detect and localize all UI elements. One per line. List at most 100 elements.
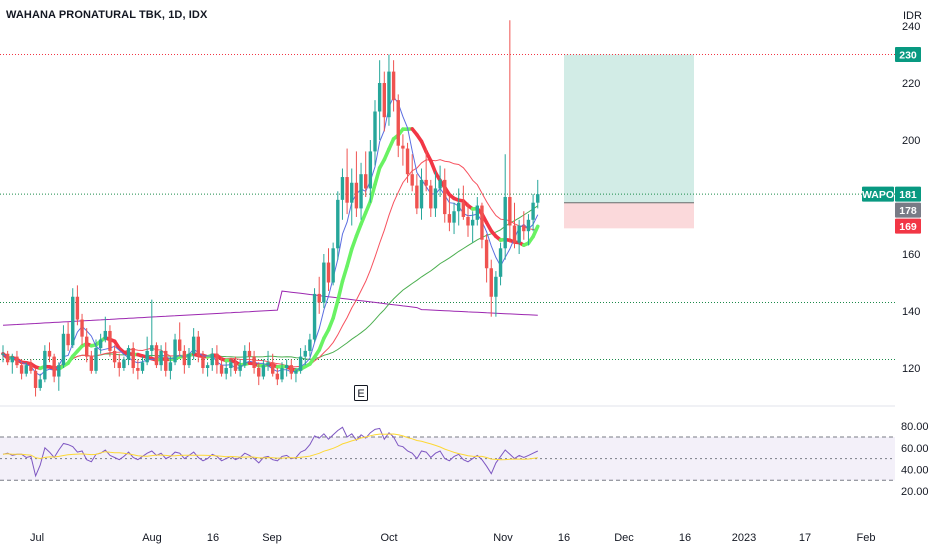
candle-body bbox=[98, 339, 103, 349]
candle-body bbox=[317, 293, 321, 303]
candle-body bbox=[429, 185, 433, 209]
candle-body bbox=[498, 248, 503, 277]
candle-body bbox=[1, 353, 5, 355]
candle-body bbox=[489, 268, 493, 297]
candle-body bbox=[512, 225, 517, 243]
candle-body bbox=[187, 353, 191, 366]
candle-body bbox=[243, 350, 247, 366]
candle-body bbox=[466, 216, 470, 226]
candle-body bbox=[294, 370, 298, 374]
candle-body bbox=[201, 356, 205, 368]
candle-body bbox=[364, 174, 368, 189]
candle-body bbox=[261, 365, 266, 377]
ma-20-line bbox=[2, 159, 538, 369]
candle-body bbox=[140, 362, 145, 371]
candle-body bbox=[29, 365, 33, 371]
candle-body bbox=[308, 339, 312, 351]
rsi-tick-label: 20.00 bbox=[901, 486, 929, 498]
candle-body bbox=[178, 339, 182, 351]
moving-averages bbox=[1, 95, 540, 377]
target-zone bbox=[564, 54, 694, 203]
candle-body bbox=[470, 219, 475, 226]
candle-body bbox=[303, 350, 307, 357]
candle-body bbox=[391, 71, 396, 101]
candle-body bbox=[15, 356, 19, 366]
last-price-tag bbox=[895, 186, 921, 202]
candle-body bbox=[419, 179, 424, 209]
candle-body bbox=[475, 205, 479, 220]
candle-body bbox=[405, 148, 410, 175]
candle-body bbox=[377, 83, 382, 112]
candle-body bbox=[410, 174, 414, 186]
candle-body bbox=[238, 365, 242, 371]
candle-body bbox=[210, 353, 214, 366]
ma-thick-segment bbox=[354, 222, 363, 238]
time-tick-label: 16 bbox=[679, 532, 691, 544]
candle-body bbox=[252, 356, 256, 368]
stop-price-tag bbox=[895, 218, 921, 234]
last-price-tag-text: 181 bbox=[899, 189, 917, 201]
candle-body bbox=[52, 356, 56, 377]
candle-body bbox=[205, 365, 210, 368]
candle-body bbox=[126, 348, 131, 360]
candle-body bbox=[47, 350, 52, 357]
candle-body bbox=[284, 365, 289, 368]
candle-body bbox=[191, 336, 196, 354]
time-tick-label: Jul bbox=[30, 532, 44, 544]
candle-body bbox=[38, 379, 42, 388]
time-tick-label: Feb bbox=[857, 532, 876, 544]
time-tick-label: Dec bbox=[614, 532, 634, 544]
candle-body bbox=[5, 353, 10, 363]
candle-body bbox=[80, 319, 84, 337]
candle-body bbox=[340, 177, 345, 200]
candle-body bbox=[526, 219, 531, 232]
candle-body bbox=[112, 350, 117, 363]
candle-body bbox=[89, 356, 94, 371]
candle-body bbox=[131, 348, 135, 368]
price-tick-label: 240 bbox=[902, 21, 920, 33]
candle-body bbox=[326, 262, 331, 283]
candle-body bbox=[401, 145, 405, 149]
ma-thick-segment bbox=[373, 166, 382, 187]
ma-long-line bbox=[2, 290, 538, 326]
ma-thick-segment bbox=[331, 298, 340, 320]
chart-title: WAHANA PRONATURAL TBK, 1D, IDX bbox=[6, 9, 208, 21]
candle-body bbox=[173, 339, 177, 363]
candle-body bbox=[136, 368, 140, 371]
candle-body bbox=[103, 330, 107, 340]
symbol-tag bbox=[862, 186, 894, 202]
ma-thick-segment bbox=[345, 247, 354, 268]
candle-body bbox=[154, 345, 159, 366]
candle-body bbox=[331, 248, 335, 283]
rsi-ma-line bbox=[2, 433, 538, 461]
candle-body bbox=[247, 350, 252, 357]
candle-body bbox=[396, 100, 400, 146]
candle-body bbox=[215, 353, 219, 366]
ma-thick-segment bbox=[340, 264, 349, 284]
candle-body bbox=[164, 350, 168, 371]
ma-thick-segment bbox=[335, 279, 345, 303]
candle-body bbox=[229, 362, 233, 368]
rsi-tick-label: 40.00 bbox=[901, 464, 929, 476]
ma-thick-segment bbox=[531, 224, 540, 239]
candle-body bbox=[457, 202, 461, 212]
candle-body bbox=[150, 345, 154, 351]
currency-label: IDR bbox=[903, 10, 922, 22]
ma-thick-segment bbox=[368, 182, 377, 204]
candle-body bbox=[438, 179, 442, 189]
ma-thick-segment bbox=[387, 137, 396, 151]
symbol-tag-text: WAPO bbox=[862, 189, 894, 201]
ma-thick-segment bbox=[326, 316, 335, 332]
candle-body bbox=[484, 239, 489, 269]
rsi-panel bbox=[0, 405, 895, 481]
candle-body bbox=[433, 188, 438, 209]
ma-thick-segment bbox=[349, 234, 359, 251]
ma-5-line bbox=[2, 95, 539, 377]
candle-body bbox=[10, 356, 14, 363]
time-tick-label: 16 bbox=[558, 532, 570, 544]
time-tick-label: 17 bbox=[799, 532, 811, 544]
candle-body bbox=[536, 194, 540, 203]
candle-body bbox=[108, 330, 112, 351]
candle-body bbox=[452, 211, 456, 223]
